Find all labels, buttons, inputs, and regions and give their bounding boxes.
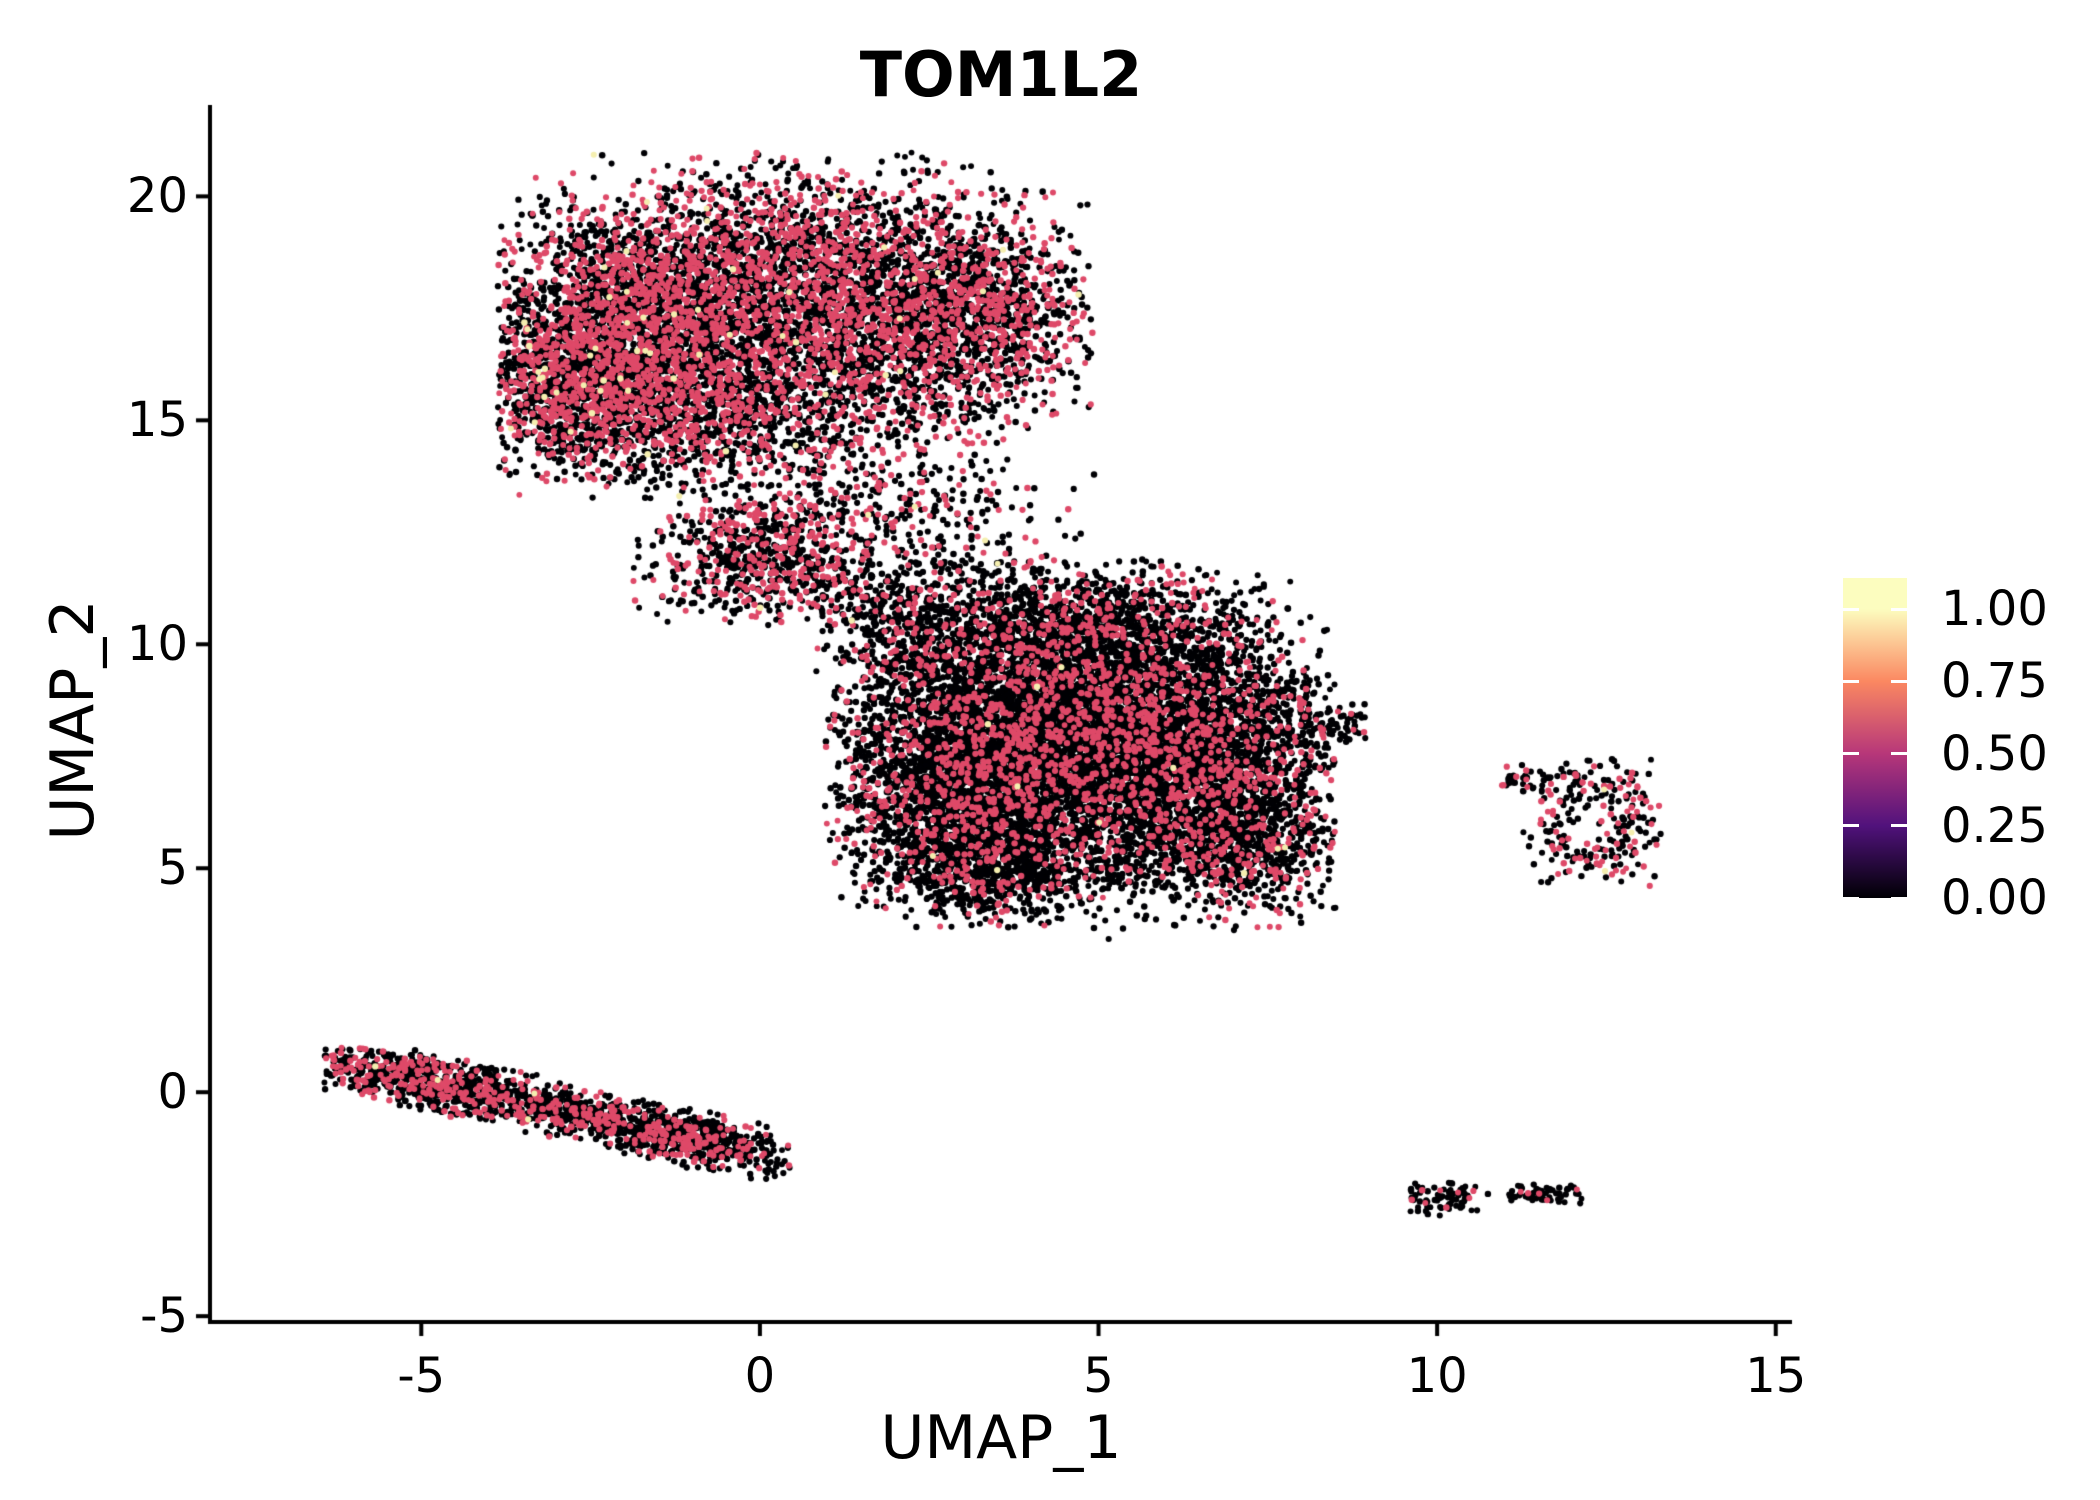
colorbar-tick-dash xyxy=(1843,679,1859,683)
colorbar-tick-dash xyxy=(1843,896,1859,900)
colorbar-tick-dash xyxy=(1891,679,1907,683)
colorbar-gradient xyxy=(1843,578,1907,898)
colorbar-tick-dash xyxy=(1891,607,1907,611)
x-tick-label: 0 xyxy=(744,1348,776,1404)
y-tick-label: 0 xyxy=(157,1064,188,1121)
colorbar-tick-dash xyxy=(1843,607,1859,611)
x-tick-label: 5 xyxy=(1083,1348,1114,1404)
y-tick-label: -5 xyxy=(140,1288,188,1345)
colorbar-tick-dash xyxy=(1843,824,1859,828)
colorbar-tick-label: 0.00 xyxy=(1941,870,2048,926)
y-tick-label: 5 xyxy=(157,840,188,897)
x-tick-label: 10 xyxy=(1406,1348,1468,1404)
colorbar-tick-label: 0.50 xyxy=(1941,725,2048,782)
plot-title: TOM1L2 xyxy=(859,38,1143,111)
x-axis-title: UMAP_1 xyxy=(880,1403,1122,1473)
x-tick-label: -5 xyxy=(397,1348,446,1404)
y-tick-label: 20 xyxy=(126,168,188,225)
colorbar-tick-label: 0.25 xyxy=(1941,797,2048,854)
colorbar-tick-label: 1.00 xyxy=(1941,581,2048,637)
y-tick-label: 10 xyxy=(126,616,188,673)
colorbar-tick-dash xyxy=(1891,896,1907,900)
x-tick-label: 15 xyxy=(1745,1348,1807,1404)
y-tick-label: 15 xyxy=(126,392,188,449)
colorbar-tick-dash xyxy=(1843,752,1859,755)
colorbar-tick-dash xyxy=(1891,752,1907,755)
colorbar-tick-dash xyxy=(1891,824,1907,828)
colorbar-tick-label: 0.75 xyxy=(1941,653,2048,710)
